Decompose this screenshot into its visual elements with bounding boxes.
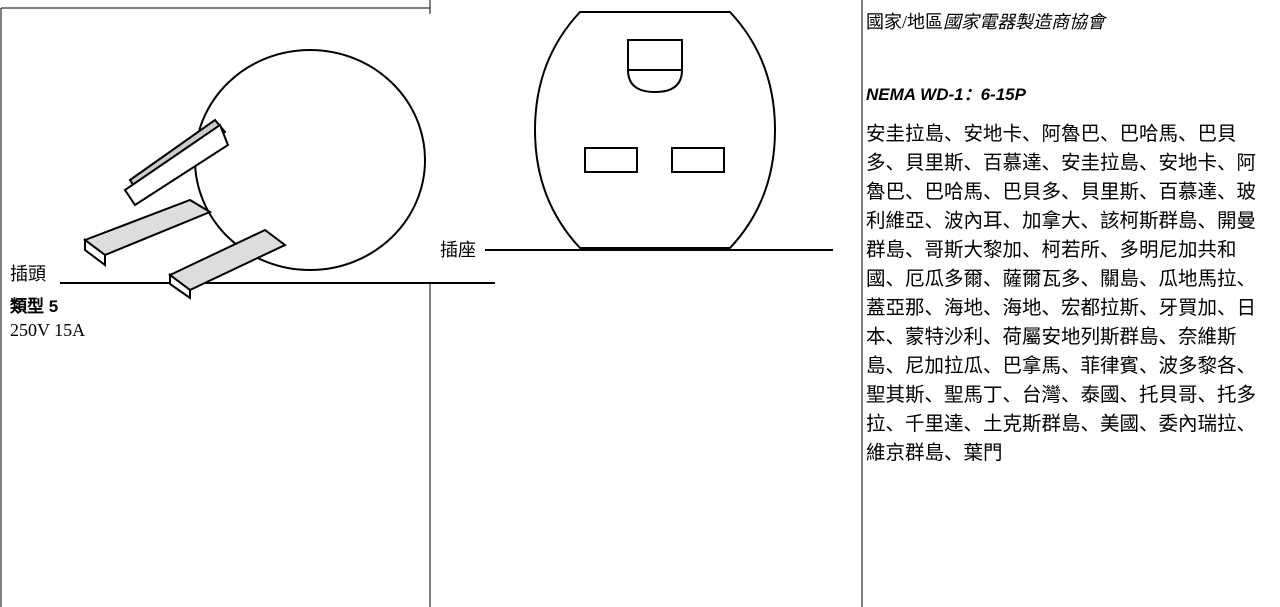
plug-drawing	[82, 49, 426, 300]
header-prefix: 國家/地區	[866, 12, 944, 32]
header-italic: 國家電器製造商協會	[943, 12, 1106, 32]
receptacle-drawing	[533, 11, 777, 249]
country-header: 國家/地區國家電器製造商協會	[866, 8, 1105, 34]
country-list: 安圭拉島、安地卡、阿魯巴、巴哈馬、巴貝多、貝里斯、百慕達、安圭拉島、安地卡、阿魯…	[866, 124, 1257, 464]
receptacle-label: 插座	[440, 240, 476, 260]
plug-rating: 250V 15A	[10, 320, 86, 340]
standard: NEMA WD-1：6-15P	[866, 85, 1026, 104]
plug-type: 類型 5	[10, 297, 59, 316]
plug-label: 插頭	[10, 264, 46, 284]
